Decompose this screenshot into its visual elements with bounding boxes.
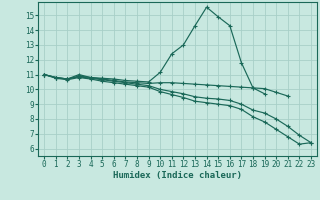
X-axis label: Humidex (Indice chaleur): Humidex (Indice chaleur): [113, 171, 242, 180]
